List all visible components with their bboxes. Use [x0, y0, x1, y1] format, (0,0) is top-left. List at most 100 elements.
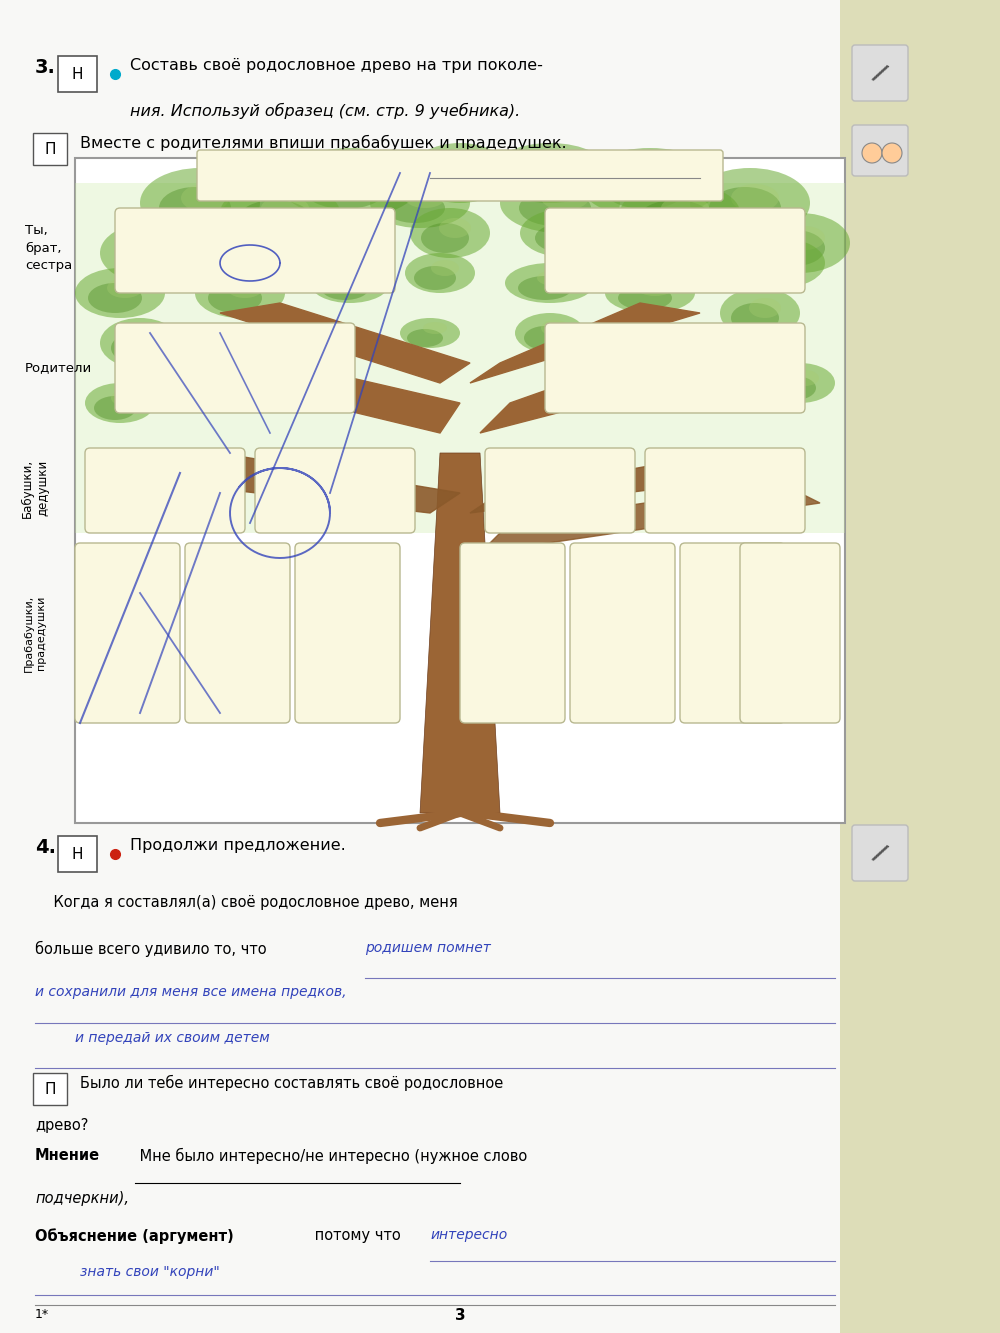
- FancyBboxPatch shape: [185, 543, 290, 722]
- Text: П: П: [44, 141, 56, 156]
- Ellipse shape: [541, 187, 589, 211]
- Ellipse shape: [315, 219, 355, 239]
- FancyBboxPatch shape: [852, 45, 908, 101]
- Ellipse shape: [107, 279, 143, 299]
- Ellipse shape: [111, 333, 159, 363]
- Ellipse shape: [321, 276, 369, 300]
- Ellipse shape: [165, 343, 235, 383]
- Ellipse shape: [410, 143, 510, 203]
- FancyBboxPatch shape: [33, 1073, 67, 1105]
- Ellipse shape: [690, 168, 810, 239]
- Ellipse shape: [785, 227, 825, 251]
- FancyBboxPatch shape: [852, 125, 908, 176]
- FancyBboxPatch shape: [197, 151, 723, 201]
- FancyBboxPatch shape: [680, 543, 785, 722]
- Bar: [75, 159, 845, 822]
- Ellipse shape: [421, 223, 469, 253]
- Ellipse shape: [509, 160, 581, 196]
- Text: ния. Используй образец (см. стр. 9 учебника).: ния. Используй образец (см. стр. 9 учебн…: [130, 103, 520, 119]
- Ellipse shape: [774, 376, 816, 400]
- Ellipse shape: [423, 323, 447, 335]
- Ellipse shape: [407, 329, 443, 347]
- FancyBboxPatch shape: [115, 323, 355, 413]
- Text: и передай их своим детем: и передай их своим детем: [75, 1030, 270, 1045]
- Ellipse shape: [749, 299, 781, 319]
- Bar: [840, 0, 1000, 1333]
- Text: П: П: [44, 1081, 56, 1097]
- Ellipse shape: [385, 193, 445, 223]
- Text: /: /: [870, 60, 890, 85]
- Ellipse shape: [115, 240, 175, 276]
- Text: подчеркни),: подчеркни),: [35, 1190, 129, 1206]
- Text: Продолжи предложение.: Продолжи предложение.: [130, 838, 346, 853]
- Polygon shape: [420, 453, 500, 813]
- Ellipse shape: [520, 208, 620, 259]
- Text: Н: Н: [72, 846, 83, 861]
- Ellipse shape: [400, 319, 460, 348]
- Ellipse shape: [227, 279, 263, 299]
- Ellipse shape: [135, 236, 175, 260]
- FancyBboxPatch shape: [33, 133, 67, 165]
- Ellipse shape: [129, 328, 161, 348]
- Ellipse shape: [170, 219, 270, 268]
- Ellipse shape: [635, 233, 695, 263]
- FancyBboxPatch shape: [115, 208, 395, 293]
- Polygon shape: [480, 343, 750, 433]
- FancyBboxPatch shape: [485, 448, 635, 533]
- Ellipse shape: [518, 276, 572, 300]
- Ellipse shape: [620, 183, 740, 243]
- Ellipse shape: [439, 219, 471, 239]
- Ellipse shape: [694, 356, 736, 380]
- Ellipse shape: [159, 187, 231, 229]
- Ellipse shape: [265, 323, 335, 363]
- Ellipse shape: [748, 253, 802, 283]
- Ellipse shape: [524, 327, 566, 351]
- FancyBboxPatch shape: [58, 836, 97, 872]
- Ellipse shape: [111, 391, 139, 407]
- Ellipse shape: [637, 280, 673, 296]
- Circle shape: [882, 143, 902, 163]
- Ellipse shape: [445, 156, 485, 180]
- Ellipse shape: [685, 343, 755, 383]
- Ellipse shape: [195, 268, 285, 319]
- Ellipse shape: [100, 319, 180, 368]
- Ellipse shape: [274, 336, 316, 360]
- Text: Родители: Родители: [25, 361, 92, 375]
- Text: 4.: 4.: [35, 838, 56, 857]
- FancyBboxPatch shape: [645, 448, 805, 533]
- Ellipse shape: [621, 331, 649, 347]
- Ellipse shape: [490, 143, 610, 203]
- Polygon shape: [470, 453, 780, 513]
- Polygon shape: [150, 343, 460, 433]
- Ellipse shape: [425, 160, 485, 196]
- Ellipse shape: [720, 288, 800, 339]
- Polygon shape: [480, 483, 820, 553]
- Ellipse shape: [618, 287, 672, 311]
- Polygon shape: [170, 453, 460, 513]
- Text: интересно: интересно: [430, 1228, 507, 1242]
- Ellipse shape: [535, 223, 595, 253]
- Text: Мне было интересно/не интересно (нужное слово: Мне было интересно/не интересно (нужное …: [135, 1148, 527, 1164]
- Ellipse shape: [603, 167, 687, 209]
- Text: Мнение: Мнение: [35, 1148, 100, 1162]
- Ellipse shape: [94, 396, 136, 420]
- FancyBboxPatch shape: [295, 543, 400, 722]
- Ellipse shape: [405, 253, 475, 293]
- Ellipse shape: [541, 320, 569, 336]
- Text: Ты,
брат,
сестра: Ты, брат, сестра: [25, 224, 72, 272]
- Ellipse shape: [709, 187, 781, 229]
- Ellipse shape: [280, 208, 380, 259]
- FancyBboxPatch shape: [570, 543, 675, 722]
- Text: и сохранили для меня все имена предков,: и сохранили для меня все имена предков,: [35, 985, 347, 998]
- Ellipse shape: [627, 164, 683, 192]
- Text: Было ли тебе интересно составлять своё родословное: Было ли тебе интересно составлять своё р…: [80, 1074, 503, 1092]
- Ellipse shape: [280, 148, 420, 219]
- FancyBboxPatch shape: [85, 448, 245, 533]
- Ellipse shape: [88, 283, 142, 313]
- Text: родишем помнет: родишем помнет: [365, 941, 491, 954]
- Ellipse shape: [680, 483, 740, 523]
- Ellipse shape: [239, 200, 311, 236]
- Text: Составь своё родословное древо на три поколе-: Составь своё родословное древо на три по…: [130, 59, 543, 73]
- Ellipse shape: [370, 179, 470, 228]
- Polygon shape: [220, 303, 470, 383]
